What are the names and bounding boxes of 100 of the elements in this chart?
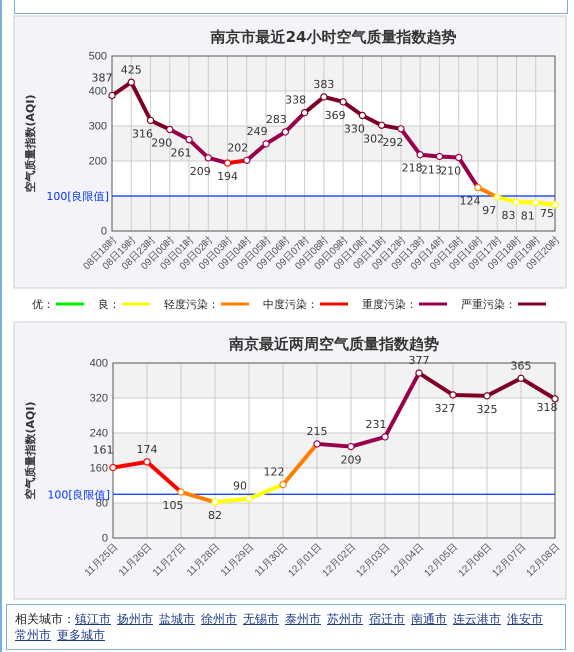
legend-label: 良： bbox=[98, 298, 120, 311]
text: 连云港市 bbox=[453, 612, 501, 626]
y-tick-label: 400 bbox=[90, 358, 108, 370]
data-label: 210 bbox=[440, 164, 462, 178]
text: 无锡市 bbox=[243, 612, 279, 626]
data-label: 425 bbox=[120, 63, 142, 76]
ref-line-label: 100[良限值] bbox=[46, 190, 109, 203]
data-label: 249 bbox=[246, 124, 268, 138]
data-label: 161 bbox=[92, 444, 114, 457]
data-label: 75 bbox=[540, 206, 554, 220]
point bbox=[279, 480, 287, 488]
point bbox=[397, 125, 405, 132]
point bbox=[245, 494, 253, 502]
data-label: 283 bbox=[266, 112, 287, 126]
data-label: 124 bbox=[459, 194, 480, 208]
text: 徐州市 bbox=[201, 612, 237, 626]
data-label: 194 bbox=[217, 170, 238, 184]
point bbox=[517, 374, 525, 382]
x-tick-label: 12月08日 bbox=[524, 542, 562, 580]
point bbox=[204, 154, 212, 162]
point bbox=[166, 126, 174, 134]
y-tick-label: 320 bbox=[90, 392, 108, 405]
point bbox=[381, 433, 389, 441]
text: 更多城市 bbox=[57, 628, 105, 642]
point bbox=[282, 128, 290, 136]
data-label: 327 bbox=[434, 402, 456, 415]
y-tick-label: 0 bbox=[100, 226, 107, 238]
data-label: 82 bbox=[208, 509, 222, 522]
text: 泰州市 bbox=[285, 612, 321, 626]
chart-title: 南京市最近24小时空气质量指数趋势 bbox=[210, 28, 456, 46]
data-label: 218 bbox=[402, 162, 423, 175]
point bbox=[185, 136, 193, 144]
text: 常州市 bbox=[15, 628, 51, 642]
point bbox=[358, 112, 366, 120]
legend-label: 优： bbox=[32, 298, 54, 311]
y-axis-title: 空气质量指数(AQI) bbox=[24, 401, 37, 500]
point bbox=[146, 116, 154, 124]
data-label: 316 bbox=[132, 127, 154, 140]
data-label: 202 bbox=[227, 141, 248, 154]
point bbox=[415, 369, 423, 377]
legend-label: 轻度污染： bbox=[164, 298, 219, 311]
data-label: 387 bbox=[92, 72, 112, 85]
text: 苏州市 bbox=[327, 612, 363, 626]
point bbox=[320, 93, 328, 101]
data-label: 290 bbox=[151, 136, 172, 150]
point bbox=[262, 140, 270, 148]
data-label: 174 bbox=[136, 442, 158, 456]
data-label: 209 bbox=[190, 164, 211, 178]
data-label: 97 bbox=[482, 204, 496, 218]
legend-label: 重度污染： bbox=[362, 298, 417, 311]
point bbox=[211, 498, 219, 506]
data-label: 302 bbox=[363, 132, 384, 146]
data-label: 81 bbox=[520, 210, 535, 223]
y-tick-label: 500 bbox=[88, 50, 107, 63]
point bbox=[378, 122, 386, 129]
data-label: 122 bbox=[264, 466, 284, 479]
data-label: 369 bbox=[324, 108, 346, 122]
text: 淮安市 bbox=[507, 612, 543, 626]
point bbox=[224, 159, 232, 167]
y-tick-label: 400 bbox=[88, 86, 107, 98]
data-label: 231 bbox=[366, 418, 386, 431]
point bbox=[474, 184, 482, 192]
point bbox=[551, 395, 559, 403]
point bbox=[243, 156, 251, 164]
y-axis-title: 空气质量指数(AQI) bbox=[24, 94, 37, 193]
point bbox=[128, 78, 135, 86]
data-label: 338 bbox=[285, 94, 306, 107]
data-label: 365 bbox=[510, 359, 532, 372]
point bbox=[551, 201, 559, 208]
data-label: 330 bbox=[344, 122, 365, 136]
data-label: 213 bbox=[420, 163, 442, 176]
point bbox=[109, 464, 117, 472]
legend-label: 严重污染： bbox=[461, 298, 516, 311]
y-tick-label: 240 bbox=[90, 428, 108, 440]
text: 相关城市： bbox=[15, 612, 75, 626]
data-label: 83 bbox=[501, 208, 516, 222]
point bbox=[177, 488, 185, 496]
text: 宿迁市 bbox=[369, 612, 405, 626]
ref-line-label: 100[良限值] bbox=[47, 488, 110, 502]
point bbox=[339, 98, 347, 106]
point bbox=[300, 109, 308, 116]
chart-title: 南京最近两周空气质量指数趋势 bbox=[228, 335, 439, 353]
data-label: 292 bbox=[382, 136, 404, 149]
point bbox=[449, 391, 457, 399]
data-label: 383 bbox=[313, 78, 334, 91]
point bbox=[512, 198, 520, 206]
point bbox=[436, 152, 444, 160]
y-tick-label: 160 bbox=[90, 462, 108, 475]
data-label: 261 bbox=[170, 146, 192, 160]
point bbox=[494, 193, 501, 201]
data-label: 105 bbox=[162, 499, 184, 512]
text: 扬州市 bbox=[117, 612, 153, 626]
point bbox=[416, 151, 424, 158]
point bbox=[347, 442, 355, 450]
point bbox=[313, 440, 321, 448]
point bbox=[532, 198, 540, 206]
y-tick-label: 300 bbox=[88, 120, 107, 133]
data-label: 215 bbox=[306, 424, 328, 438]
point bbox=[143, 458, 151, 466]
point bbox=[455, 154, 462, 162]
